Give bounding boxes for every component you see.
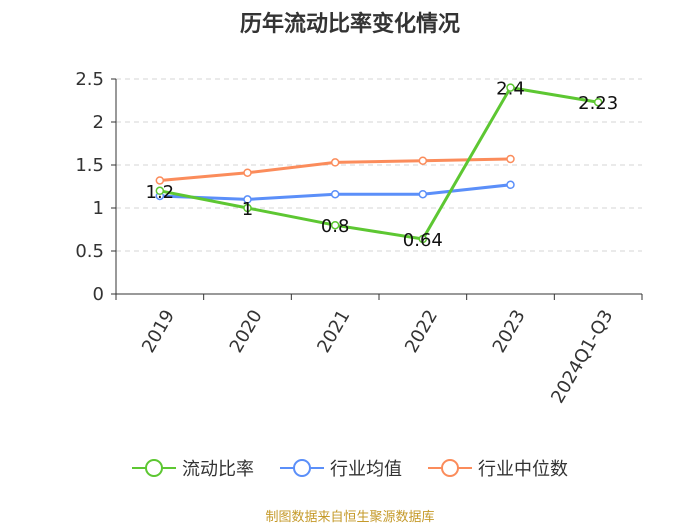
data-label: 2.4 [496,79,525,100]
data-point [418,156,428,165]
data-point [155,176,165,185]
legend: 流动比率 行业均值 行业中位数 [0,455,700,481]
data-point [243,203,252,213]
data-label: 2.23 [578,93,618,114]
x-tick-label: 2019 [138,306,179,356]
legend-item-current-ratio[interactable]: 流动比率 [132,455,254,481]
source-note: 制图数据来自恒生聚源数据库 [265,510,435,525]
data-point [506,154,515,164]
x-tick-label: 2021 [313,306,354,356]
legend-marker-icon [132,459,176,477]
axes: 0 0.5 1 1.5 2 2.5 2019 2020 2021 2022 2023 2024Q1-Q… [75,69,643,407]
y-tick-label: 1.5 [75,155,104,176]
y-tick-label: 0.5 [75,241,104,262]
data-point [506,83,515,92]
data-point [418,189,428,199]
data-point [243,195,252,204]
chart-title: 历年流动比率变化情况 [239,12,460,37]
data-label: 1.2 [146,182,175,203]
data-label: 0.8 [321,216,350,237]
y-tick-label: 2 [93,112,104,133]
data-label: 1 [242,199,253,220]
legend-item-industry-median[interactable]: 行业中位数 [428,455,568,481]
data-point [155,186,165,196]
data-point [506,180,515,190]
data-point [418,234,428,244]
data-labels: 1.2 1 0.8 0.64 2.4 2.23 [146,79,619,251]
y-tick-label: 0 [93,284,104,305]
x-tick-label: 2023 [489,306,530,356]
grid-lines [116,78,642,252]
legend-label: 行业均值 [330,459,402,480]
x-tick-label: 2024Q1-Q3 [547,306,617,407]
data-point [330,189,340,199]
series-lines [155,83,603,244]
legend-marker-icon [280,459,324,477]
series-line [159,86,599,241]
data-label: 0.64 [403,230,443,251]
data-point [243,168,252,177]
legend-item-industry-mean[interactable]: 行业均值 [280,455,402,481]
legend-label: 流动比率 [182,459,254,480]
data-point [593,97,603,107]
data-point [330,220,340,230]
legend-label: 行业中位数 [478,459,568,480]
x-tick-label: 2022 [401,306,442,356]
y-tick-label: 1 [93,198,104,219]
data-point [330,158,340,167]
legend-marker-icon [428,459,472,477]
x-tick-label: 2020 [226,306,267,356]
y-tick-label: 2.5 [75,69,104,90]
